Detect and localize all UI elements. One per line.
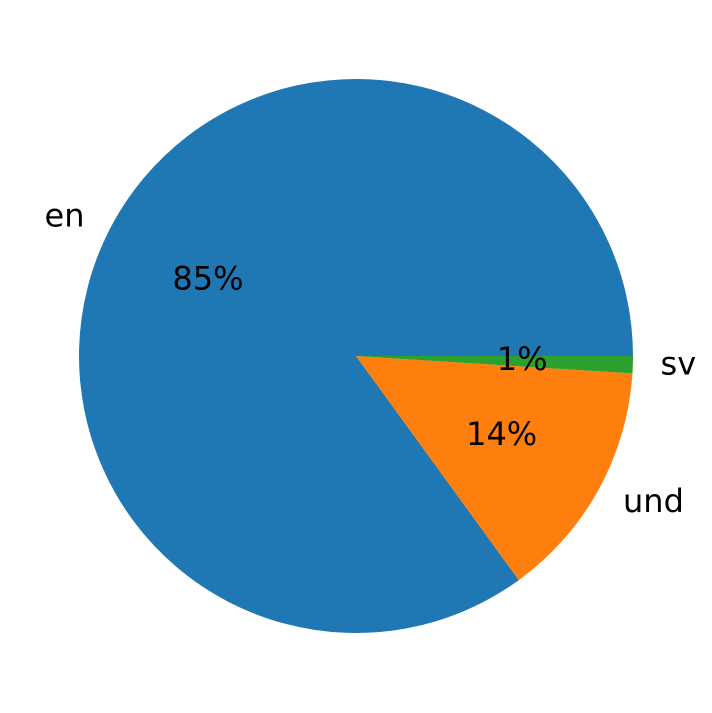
slice-label: und bbox=[623, 482, 684, 520]
pie-slice bbox=[79, 79, 633, 633]
pie-slice bbox=[356, 356, 633, 374]
percent-label: 85% bbox=[172, 260, 243, 298]
slice-label: en bbox=[45, 197, 85, 235]
slice-label: sv bbox=[661, 345, 697, 383]
pie-slice bbox=[356, 356, 633, 581]
percent-label: 1% bbox=[497, 340, 548, 378]
percent-label: 14% bbox=[466, 415, 537, 453]
